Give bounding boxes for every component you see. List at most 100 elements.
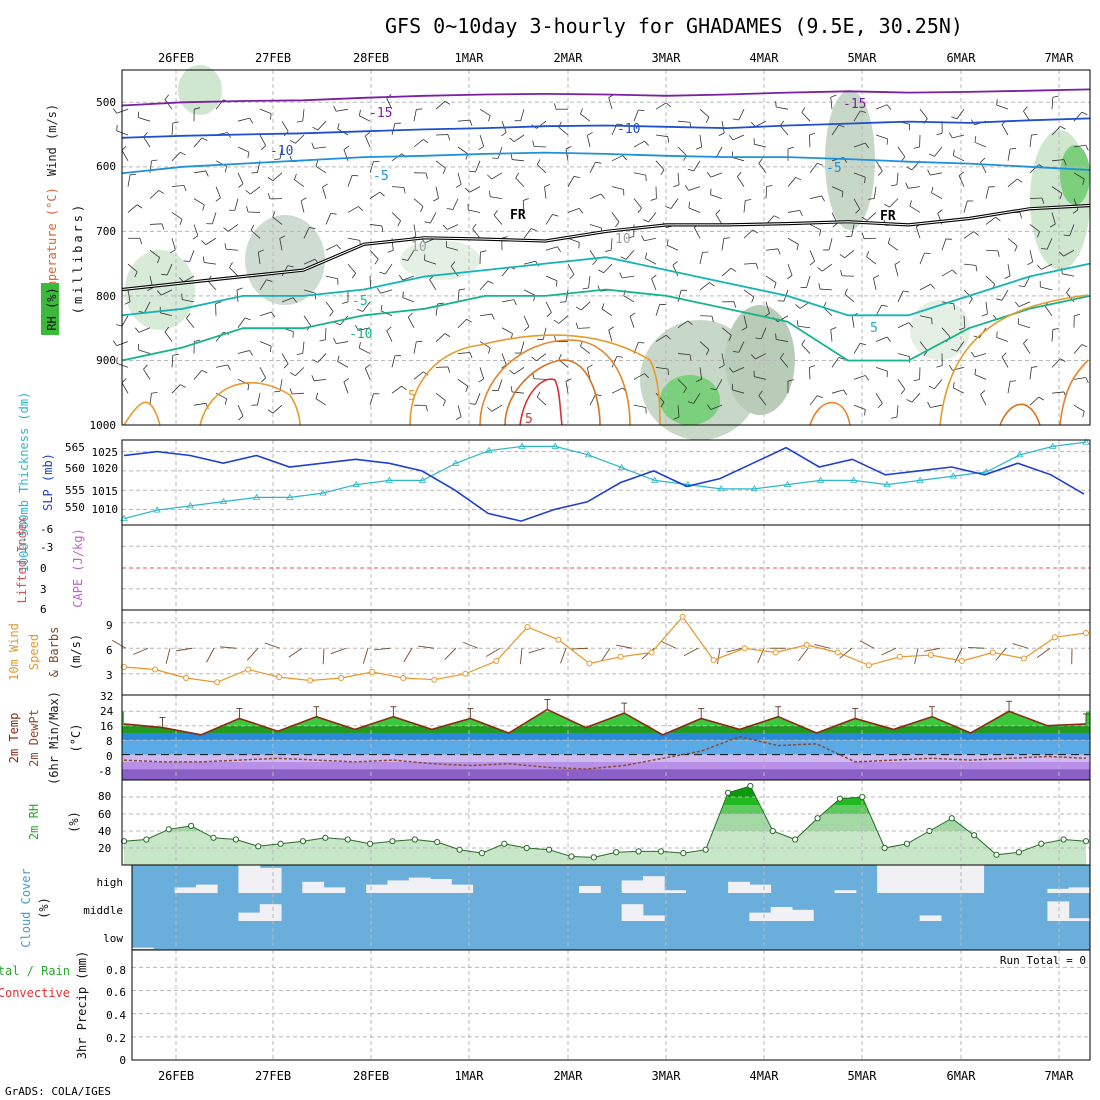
wind-barb [192, 235, 199, 240]
precip-tick: 0 [119, 1054, 126, 1067]
wind-barb [587, 132, 593, 136]
wind-barb [249, 350, 253, 356]
wind-barb [997, 250, 1000, 257]
wind-barb [283, 363, 289, 369]
wind-barb [589, 224, 602, 229]
wind-barb [183, 275, 195, 283]
wind-barb [913, 146, 920, 149]
precip-unit-label: 3hr Precip (mm) [75, 951, 89, 1059]
wind-barb [171, 238, 176, 250]
wind-barb [259, 279, 267, 291]
li-tick: -3 [40, 541, 53, 554]
precip-frame [131, 949, 1091, 1061]
wind-barb [886, 104, 892, 110]
bottom-date-label: 4MAR [750, 1069, 780, 1083]
wind-barb [194, 107, 201, 110]
wind-barb [295, 134, 305, 144]
wind-barb [509, 137, 515, 143]
wind-barb [851, 315, 855, 328]
wind-barb [1001, 352, 1007, 358]
wind-barb [347, 206, 359, 213]
wind-barb [1069, 224, 1075, 236]
wind-barb [479, 341, 491, 349]
wind-barb [651, 274, 657, 280]
surface-wind-barb [444, 647, 457, 660]
surface-wind-barb [726, 647, 743, 653]
wind-barb [183, 185, 187, 192]
wind-speed-point [431, 676, 438, 683]
wind-barb [523, 289, 535, 296]
surface-wind-barb [528, 647, 545, 654]
wind-barb [906, 166, 913, 171]
wind-barb [765, 275, 777, 283]
cloud-gap-bar [387, 880, 410, 893]
wind-barb [365, 131, 371, 137]
surface-wind-barb [967, 646, 985, 649]
wind-barb [447, 134, 451, 141]
temp-grid [122, 695, 1090, 780]
wind-barb [875, 336, 888, 342]
thickness-point [352, 480, 360, 488]
wind-barb [638, 341, 645, 344]
wind-barb [171, 384, 181, 394]
wind-barb [472, 228, 481, 239]
temp-tick: 24 [100, 705, 114, 718]
wind-barb [732, 118, 739, 121]
rh-point [993, 851, 1000, 858]
wind-barb [903, 290, 910, 293]
wind-barb [732, 134, 745, 141]
wind-barb [329, 311, 334, 317]
wind-barb [294, 179, 305, 187]
wind-barb [952, 381, 955, 388]
wind-barb [1051, 159, 1064, 162]
wind-barb [513, 367, 525, 375]
wind-barb [158, 190, 165, 194]
wind-barb [201, 137, 208, 141]
rh-point [389, 838, 396, 845]
wind-barb [497, 379, 503, 391]
wind-barb [182, 299, 195, 303]
pressure-tick-labels: 500 600 700 800 900 1000 [90, 96, 117, 432]
wind-barb [289, 388, 293, 395]
rh-point [478, 850, 486, 857]
surface-wind-barb [798, 647, 809, 662]
wind-barb [839, 254, 845, 259]
wind-barb [1029, 396, 1040, 406]
surface-wind-barb [683, 647, 699, 657]
precip-tick: 0.2 [106, 1032, 126, 1045]
wind-barb [450, 261, 456, 267]
wind-barb [1059, 193, 1063, 200]
wind-barb [751, 296, 755, 303]
wind-barb [919, 108, 928, 119]
wind-barb [765, 186, 768, 199]
wind-barb [952, 134, 965, 139]
contour-label: 10 [615, 232, 631, 247]
wind-barb [853, 343, 861, 354]
wind-barb [381, 225, 384, 232]
wind-barb [934, 146, 943, 157]
wind-barb [557, 246, 562, 253]
wind-barb [1063, 234, 1070, 237]
wind-barb [721, 353, 725, 366]
temp-band [122, 754, 1090, 762]
wind-barb [1081, 344, 1088, 348]
wind-barb [638, 109, 645, 111]
wind-barb [580, 301, 591, 311]
rh-point [769, 827, 776, 835]
cloud-gap-bar [728, 881, 750, 893]
wind-barb [151, 391, 158, 394]
wind-barb [642, 219, 649, 223]
wind-barb [928, 153, 935, 157]
wind-barb [689, 354, 692, 361]
wind-barb [705, 117, 710, 123]
wind-barb [633, 140, 645, 148]
wind-barb [828, 238, 833, 251]
wind-barb [387, 249, 394, 253]
wind-barb [497, 146, 503, 159]
cloud-gap-bar [302, 881, 325, 893]
rh-shade [660, 375, 720, 425]
wind-barb [655, 304, 661, 316]
wind-barb [303, 258, 316, 265]
wind-barb [545, 246, 558, 251]
wind-barb [699, 341, 710, 350]
